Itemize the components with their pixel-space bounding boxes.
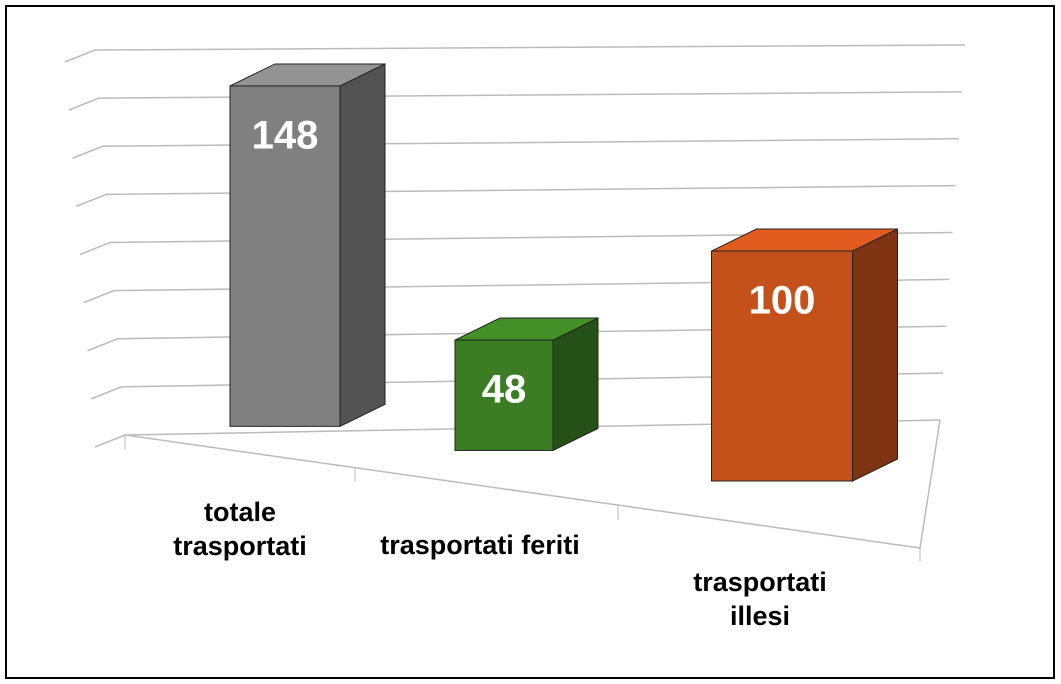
bar: 100 [711, 228, 898, 482]
bars: 148 48 100 [229, 63, 898, 482]
value-label: 100 [749, 279, 816, 323]
grid-line [68, 91, 962, 111]
grid [64, 44, 966, 448]
value-label: 48 [482, 368, 527, 412]
bar-front [711, 250, 853, 482]
grid-line [90, 372, 944, 400]
grid-line [87, 325, 947, 352]
category-label: trasportati illesi [693, 567, 827, 631]
category-label: totale trasportati [173, 497, 307, 561]
grid-line [79, 231, 953, 256]
grid-line [83, 278, 950, 304]
bar-side [552, 317, 599, 452]
bar-side [852, 228, 898, 482]
bar: 148 [229, 63, 386, 428]
category-label: trasportati feriti [380, 530, 580, 560]
value-label: 148 [252, 114, 319, 158]
bar-side [339, 63, 386, 428]
bar-front [229, 85, 341, 427]
grid-line [64, 44, 966, 63]
grid-line [72, 138, 959, 159]
bar: 48 [454, 317, 599, 452]
bar-front [454, 339, 554, 451]
grid-line [75, 184, 956, 208]
